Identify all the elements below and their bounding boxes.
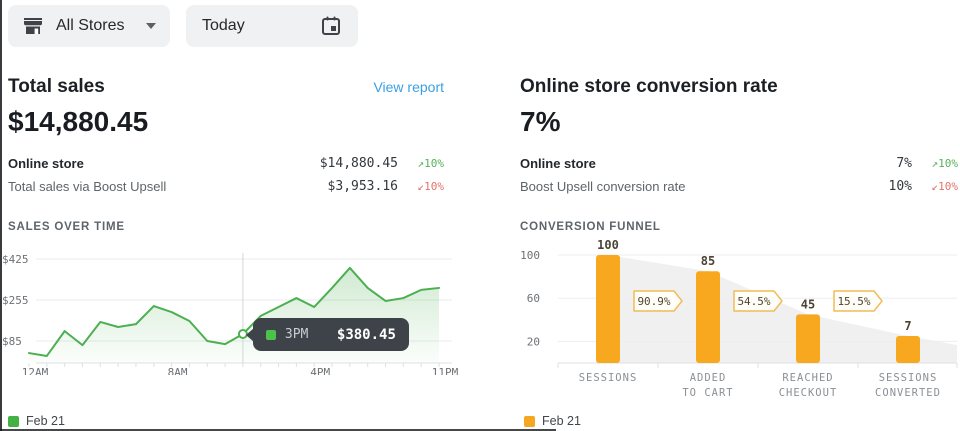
total-sales-big-value: $14,880.45: [8, 106, 149, 137]
store-selector-label: All Stores: [56, 17, 125, 34]
metric-label: Boost Upsell conversion rate: [520, 179, 686, 194]
trend-delta-value: 10%: [424, 157, 444, 170]
conversion-rate-big-value: 7%: [520, 106, 561, 137]
svg-text:REACHED: REACHED: [782, 372, 833, 384]
svg-text:SESSIONS: SESSIONS: [579, 372, 638, 384]
svg-text:11PM: 11PM: [432, 366, 459, 375]
svg-text:TO CART: TO CART: [682, 387, 733, 399]
metric-row-boost-upsell: Total sales via Boost Upsell $3,953.16 ↙…: [8, 175, 444, 198]
svg-text:7: 7: [904, 319, 911, 333]
calendar-icon: [320, 15, 342, 37]
trend-indicator: ↗10%: [398, 157, 445, 170]
metric-value: $14,880.45: [319, 156, 398, 171]
chart-tooltip: 3PM $380.45: [245, 318, 409, 351]
metric-value: $3,953.16: [327, 179, 398, 194]
screen-edge-bottom: [0, 429, 556, 431]
trend-delta-value: 10%: [938, 180, 958, 193]
total-sales-title: Total sales: [8, 76, 105, 97]
screen-edge-left: [0, 0, 2, 431]
tooltip-series-swatch-icon: [265, 329, 276, 340]
trend-down-arrow-icon: ↙: [931, 180, 939, 193]
svg-text:8AM: 8AM: [168, 366, 188, 375]
tooltip-value: $380.45: [336, 326, 396, 343]
funnel-conversion-badges: 90.9% 54.5% 15.5%: [633, 290, 883, 312]
trend-delta-value: 10%: [424, 180, 444, 193]
legend-swatch-green-icon: [8, 415, 19, 427]
trend-up-arrow-icon: ↗: [931, 157, 939, 170]
metric-row-online-store: Online store $14,880.45 ↗10%: [8, 152, 444, 175]
date-selector-label: Today: [202, 17, 245, 34]
conversion-rate-title: Online store conversion rate: [520, 76, 778, 97]
tooltip-time: 3PM: [284, 327, 309, 342]
conversion-funnel-section-label: CONVERSION FUNNEL: [520, 221, 661, 233]
svg-text:4PM: 4PM: [310, 366, 330, 375]
svg-text:$425: $425: [2, 253, 29, 266]
funnel-x-labels: SESSIONS ADDED TO CART REACHED CHECKOUT SESSI…: [579, 372, 941, 399]
trend-delta-value: 10%: [938, 157, 958, 170]
trend-up-arrow-icon: ↗: [417, 157, 425, 170]
conversion-metric-rows: Online store 7% ↗10% Boost Upsell conver…: [520, 152, 958, 198]
chevron-down-icon: [146, 23, 156, 29]
funnel-shadow-area: [608, 255, 957, 363]
svg-text:CHECKOUT: CHECKOUT: [779, 387, 838, 399]
legend-label: Feb 21: [26, 414, 65, 428]
svg-text:CONVERTED: CONVERTED: [875, 387, 941, 399]
metric-row-online-store-rate: Online store 7% ↗10%: [520, 152, 958, 175]
sales-over-time-chart[interactable]: $425 $255 $85 12AM 8AM 4PM 11PM: [0, 245, 460, 375]
conversion-funnel-chart[interactable]: 100 60 20 100 85 45 7 90.9% 54.5% 15.5% SESSION…: [520, 240, 960, 408]
trend-down-arrow-icon: ↙: [417, 180, 425, 193]
funnel-chart-legend: Feb 21: [524, 414, 581, 428]
sales-chart-legend: Feb 21: [8, 414, 65, 428]
svg-text:12AM: 12AM: [22, 366, 49, 375]
svg-text:100: 100: [597, 240, 619, 252]
legend-label: Feb 21: [542, 414, 581, 428]
funnel-bars: [596, 255, 920, 363]
legend-swatch-orange-icon: [524, 415, 535, 427]
date-selector-button[interactable]: Today: [186, 5, 358, 47]
view-report-link[interactable]: View report: [373, 79, 444, 95]
metric-label: Total sales via Boost Upsell: [8, 179, 167, 194]
storefront-icon: [22, 15, 44, 37]
metric-row-boost-upsell-rate: Boost Upsell conversion rate 10% ↙10%: [520, 175, 958, 198]
trend-indicator: ↙10%: [398, 180, 445, 193]
svg-text:$255: $255: [2, 294, 29, 307]
total-sales-metric-rows: Online store $14,880.45 ↗10% Total sales…: [8, 152, 444, 198]
store-selector-button[interactable]: All Stores: [8, 5, 170, 47]
svg-text:$85: $85: [2, 335, 22, 348]
svg-text:SESSIONS: SESSIONS: [879, 372, 938, 384]
trend-indicator: ↗10%: [912, 157, 959, 170]
svg-text:60: 60: [527, 292, 540, 305]
svg-text:20: 20: [527, 335, 540, 348]
metric-value: 10%: [888, 179, 912, 194]
sales-over-time-section-label: SALES OVER TIME: [8, 221, 125, 233]
svg-text:ADDED: ADDED: [690, 372, 727, 384]
sales-line-series: [28, 266, 440, 357]
svg-text:15.5%: 15.5%: [837, 295, 870, 308]
funnel-value-labels: 100 85 45 7: [597, 240, 911, 333]
svg-text:54.5%: 54.5%: [737, 295, 770, 308]
metric-label: Online store: [520, 156, 596, 171]
metric-label: Online store: [8, 156, 84, 171]
metric-value: 7%: [896, 156, 912, 171]
total-sales-header: Total sales View report: [8, 76, 444, 98]
conversion-rate-header: Online store conversion rate: [520, 76, 958, 98]
trend-indicator: ↙10%: [912, 180, 959, 193]
svg-text:85: 85: [701, 254, 715, 268]
svg-text:45: 45: [801, 297, 815, 311]
svg-text:100: 100: [520, 249, 540, 262]
svg-text:90.9%: 90.9%: [637, 295, 670, 308]
